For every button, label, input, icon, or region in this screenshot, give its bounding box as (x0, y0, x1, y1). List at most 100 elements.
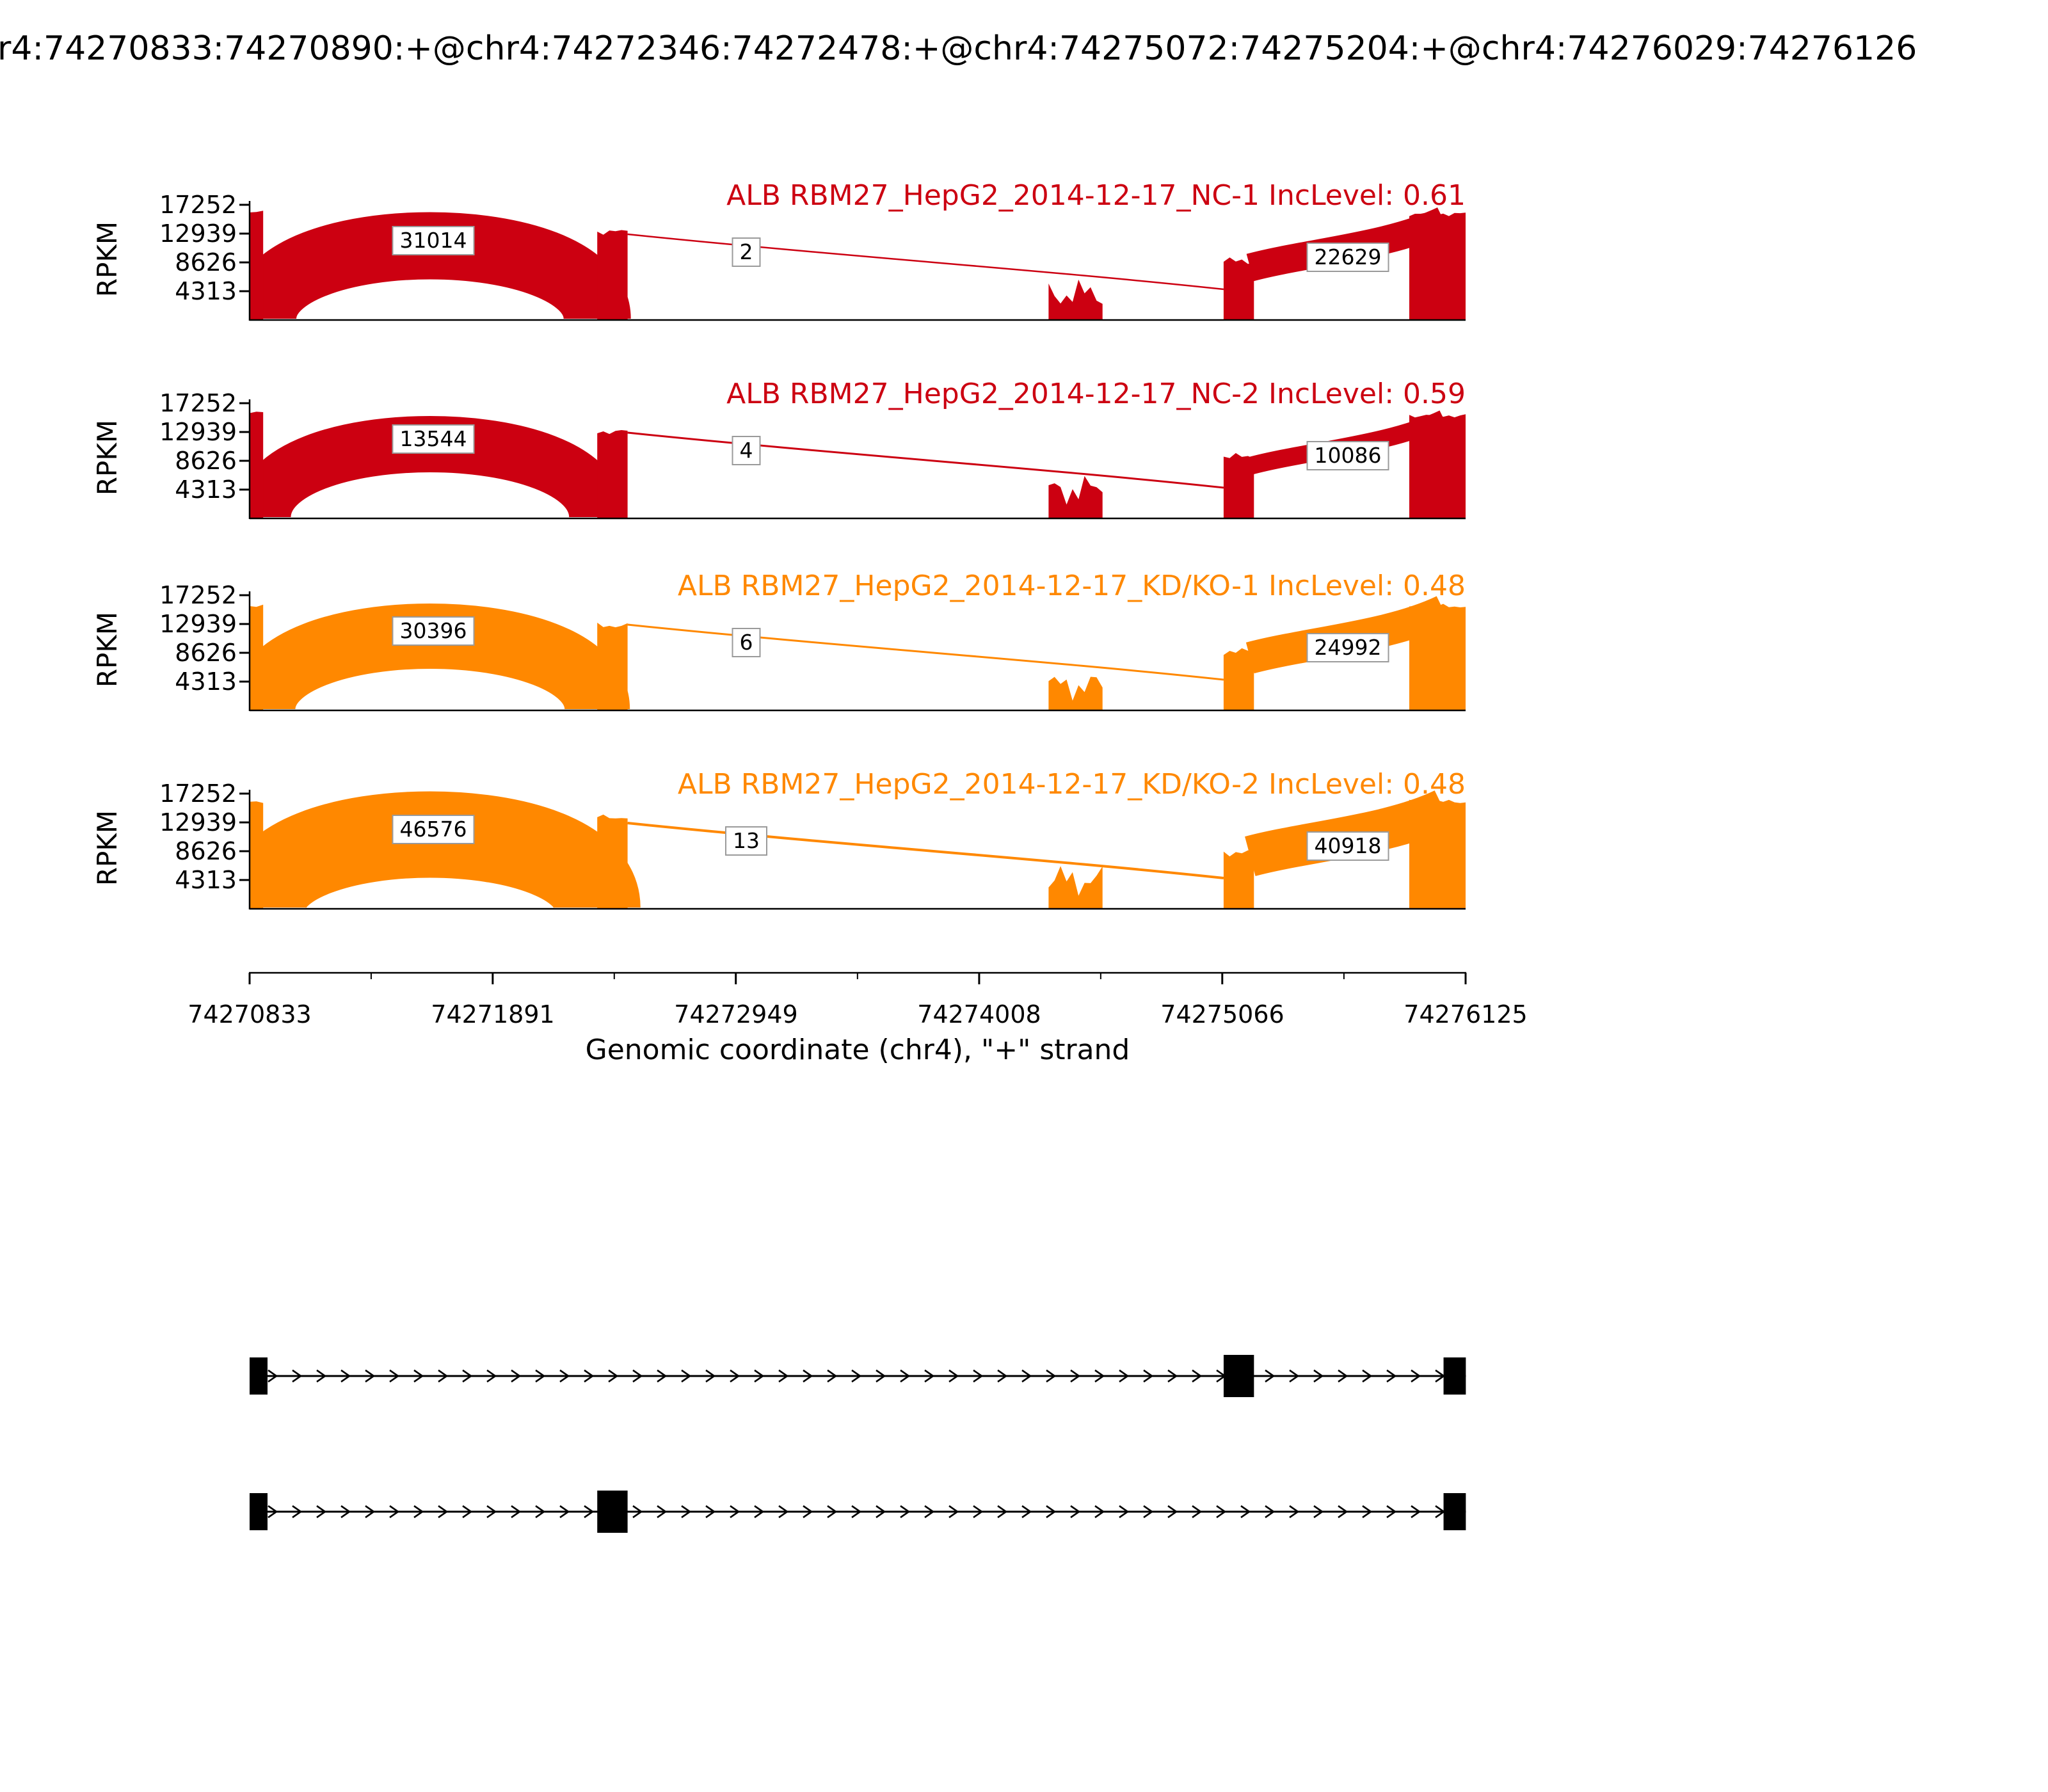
coverage-block (250, 801, 264, 909)
track-title: ALB RBM27_HepG2_2014-12-17_NC-2 IncLevel… (726, 378, 1466, 410)
x-tick-label: 74274008 (917, 1000, 1041, 1028)
exon-box (1443, 1493, 1466, 1530)
strand-arrow (827, 1505, 838, 1519)
coverage-block (1223, 257, 1254, 320)
strand-arrow (413, 1505, 424, 1519)
junction-arc-skip (627, 233, 1224, 291)
y-tick-label: 4313 (175, 866, 237, 894)
y-axis-label: RPKM (92, 810, 123, 886)
strand-arrow (1362, 1369, 1373, 1383)
strand-arrow (827, 1369, 838, 1383)
strand-arrow (1119, 1369, 1130, 1383)
y-tick-label: 8626 (175, 248, 237, 276)
strand-arrow (559, 1505, 570, 1519)
exon-box (250, 1357, 268, 1395)
track-title: ALB RBM27_HepG2_2014-12-17_NC-1 IncLevel… (726, 179, 1466, 212)
strand-arrow (1386, 1505, 1397, 1519)
strand-arrow (730, 1505, 740, 1519)
junction-count-box: 4 (732, 436, 761, 465)
junction-count-box: 22629 (1306, 243, 1389, 272)
junction-count-box: 6 (732, 628, 761, 657)
y-tick-label: 4313 (175, 668, 237, 696)
junction-arc-upstream (250, 212, 631, 321)
strand-arrow (657, 1369, 668, 1383)
strand-arrow (1289, 1505, 1300, 1519)
strand-arrow (438, 1369, 449, 1383)
strand-arrow (292, 1369, 303, 1383)
strand-arrow (924, 1369, 935, 1383)
strand-arrow (1289, 1369, 1300, 1383)
coverage-block (1409, 413, 1466, 518)
strand-arrow (681, 1505, 692, 1519)
coverage-block (1409, 604, 1466, 710)
strand-arrow (584, 1369, 595, 1383)
strand-arrow (340, 1369, 351, 1383)
track-title: ALB RBM27_HepG2_2014-12-17_KD/KO-2 IncLe… (677, 768, 1466, 801)
junction-arc-upstream (250, 416, 626, 520)
event-coordinates-title: r4:74270833:74270890:+@chr4:74272346:742… (0, 29, 1917, 68)
junction-arc-skip (627, 431, 1224, 489)
strand-arrow (389, 1369, 400, 1383)
x-tick-label: 74270833 (188, 1000, 312, 1028)
strand-arrow (1094, 1505, 1105, 1519)
strand-arrow (1070, 1505, 1081, 1519)
strand-arrow (754, 1505, 765, 1519)
strand-arrow (778, 1369, 789, 1383)
strand-arrow (462, 1369, 473, 1383)
strand-arrow (705, 1505, 716, 1519)
strand-arrow (1386, 1369, 1397, 1383)
strand-arrow (803, 1505, 813, 1519)
strand-arrow (511, 1369, 522, 1383)
x-tick-label: 74275066 (1160, 1000, 1284, 1028)
strand-arrow (1143, 1369, 1154, 1383)
coverage-block (597, 814, 628, 909)
strand-arrow (1313, 1505, 1324, 1519)
strand-arrow (486, 1505, 497, 1519)
strand-arrow (1167, 1505, 1178, 1519)
coverage-block (1409, 212, 1466, 320)
strand-arrow (268, 1505, 278, 1519)
exon-box (250, 1493, 268, 1530)
strand-arrow (535, 1369, 546, 1383)
strand-arrow (511, 1505, 522, 1519)
strand-arrow (559, 1369, 570, 1383)
junction-count-box: 2 (732, 237, 761, 267)
strand-arrow (1411, 1505, 1421, 1519)
exon-box (1223, 1355, 1254, 1397)
strand-arrow (316, 1369, 327, 1383)
strand-arrow (1094, 1369, 1105, 1383)
strand-arrow (900, 1505, 911, 1519)
y-tick-label: 17252 (159, 780, 237, 808)
strand-arrow (584, 1505, 595, 1519)
y-tick-label: 12939 (159, 808, 237, 836)
junction-count-box: 13544 (392, 424, 475, 454)
exon-box (1443, 1357, 1466, 1395)
strand-arrow (1046, 1369, 1057, 1383)
y-tick-label: 17252 (159, 389, 237, 417)
coverage-block (1048, 866, 1103, 909)
y-tick-label: 4313 (175, 476, 237, 504)
coverage-block (1048, 676, 1103, 710)
strand-arrow (292, 1505, 303, 1519)
strand-arrow (1338, 1369, 1348, 1383)
strand-arrow (632, 1369, 643, 1383)
x-tick-label: 74276125 (1404, 1000, 1528, 1028)
strand-arrow (1119, 1505, 1130, 1519)
strand-arrow (657, 1505, 668, 1519)
coverage-block (1048, 279, 1103, 320)
coverage-block (250, 604, 264, 710)
strand-arrow (632, 1505, 643, 1519)
strand-arrow (268, 1369, 278, 1383)
coverage-block (1223, 648, 1254, 710)
strand-arrow (365, 1505, 376, 1519)
junction-count-box: 46576 (392, 815, 475, 844)
strand-arrow (1046, 1505, 1057, 1519)
strand-arrow (1143, 1505, 1154, 1519)
junction-count-box: 10086 (1306, 441, 1389, 470)
strand-arrow (316, 1505, 327, 1519)
strand-arrow (1021, 1505, 1032, 1519)
strand-arrow (1216, 1505, 1227, 1519)
y-axis-label: RPKM (92, 419, 123, 496)
strand-arrow (997, 1505, 1008, 1519)
